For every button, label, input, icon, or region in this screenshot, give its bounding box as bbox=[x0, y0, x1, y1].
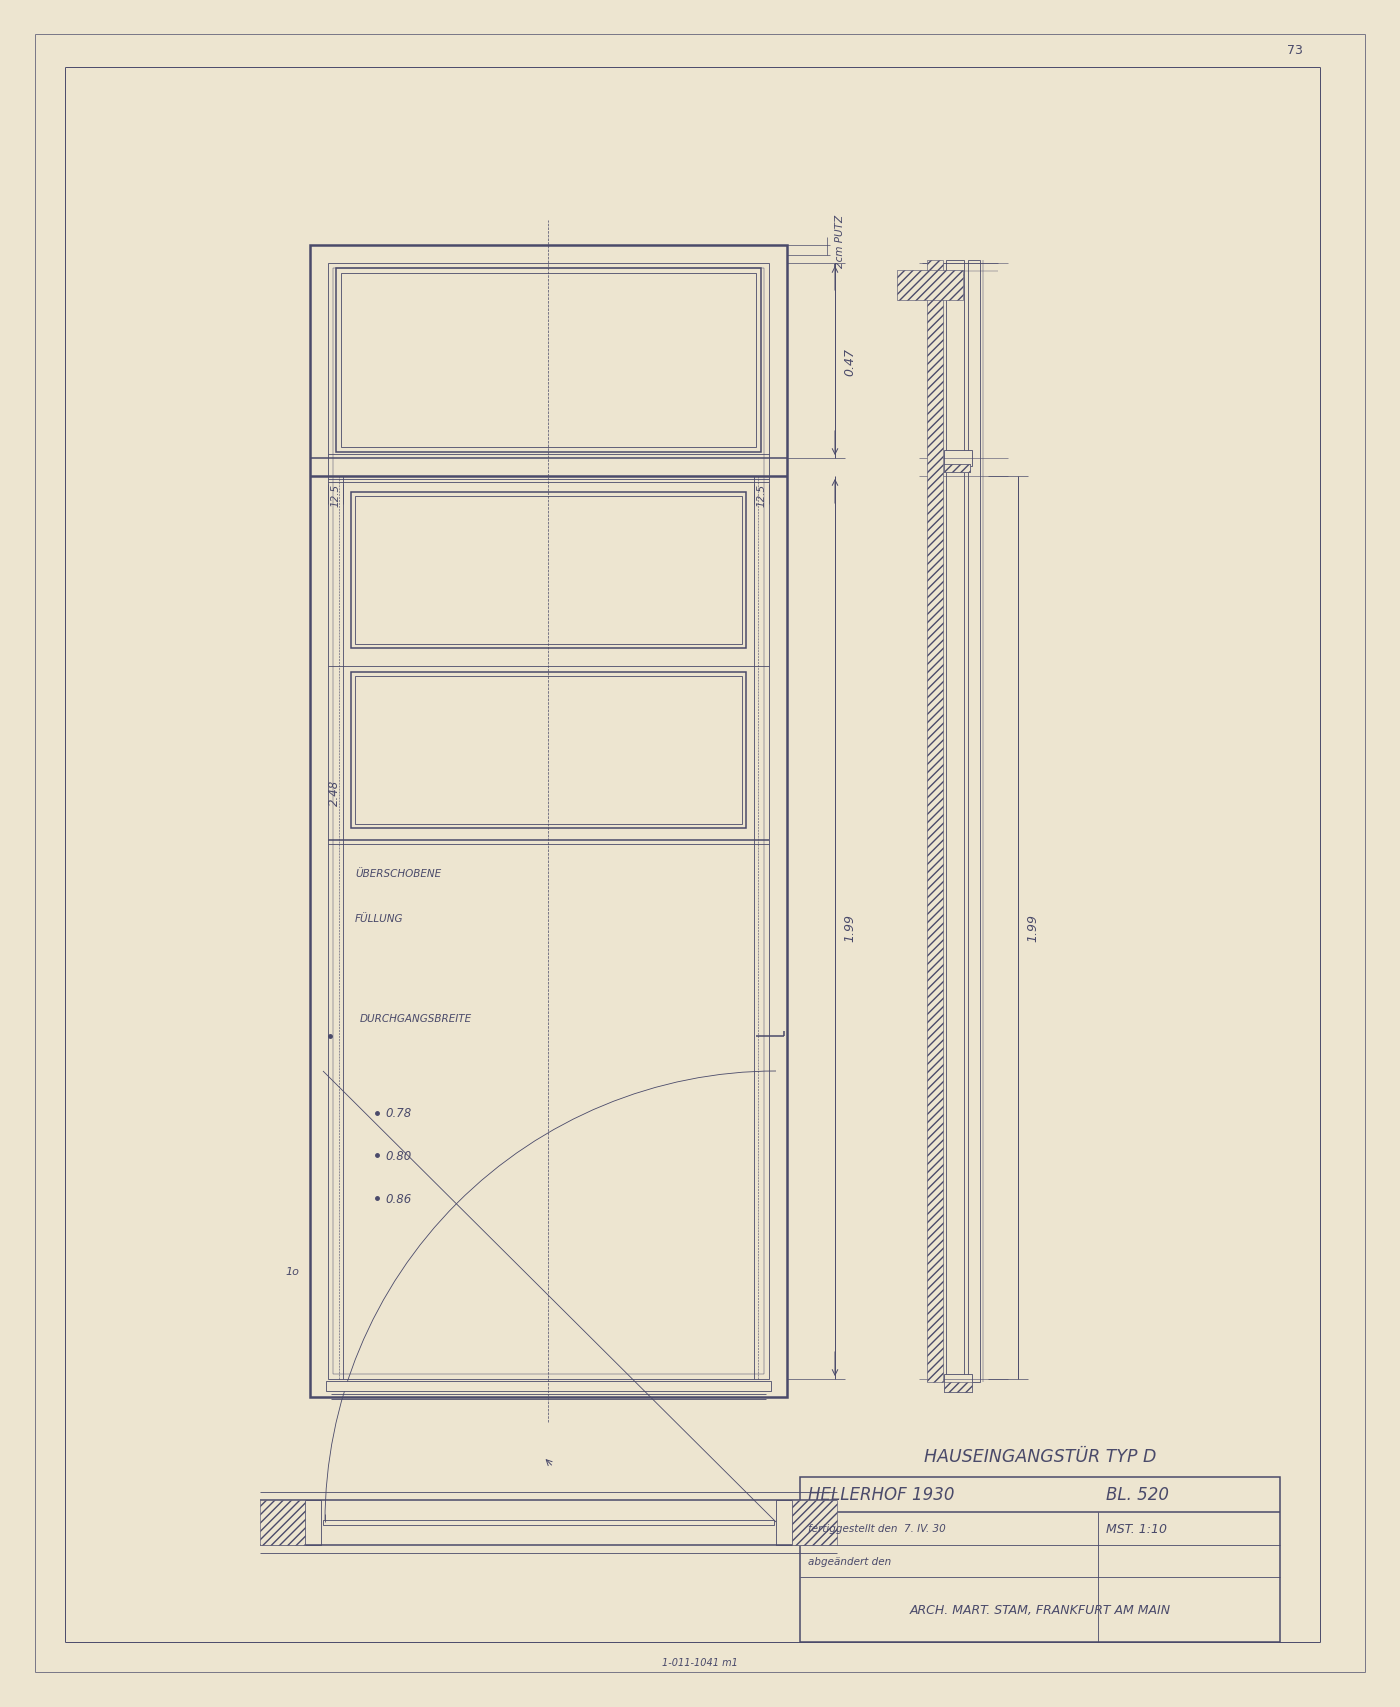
Text: ARCH. MART. STAM, FRANKFURT AM MAIN: ARCH. MART. STAM, FRANKFURT AM MAIN bbox=[910, 1603, 1170, 1617]
Bar bbox=[323, 1519, 774, 1524]
Text: 2cm PUTZ: 2cm PUTZ bbox=[834, 215, 846, 268]
Bar bbox=[799, 1477, 1280, 1642]
Bar bbox=[927, 261, 944, 1383]
Bar bbox=[309, 246, 787, 1398]
Bar bbox=[944, 451, 972, 466]
Bar bbox=[944, 1383, 972, 1393]
Text: ÜBERSCHOBENE: ÜBERSCHOBENE bbox=[356, 869, 441, 879]
Text: DURCHGANGSBREITE: DURCHGANGSBREITE bbox=[360, 1014, 472, 1022]
Bar bbox=[356, 497, 742, 645]
Text: 1.99: 1.99 bbox=[1026, 913, 1039, 942]
Bar bbox=[944, 1374, 972, 1393]
Bar bbox=[944, 464, 970, 473]
Bar bbox=[305, 1500, 321, 1545]
Bar bbox=[792, 1500, 837, 1545]
Bar bbox=[351, 673, 746, 828]
Text: BL. 520: BL. 520 bbox=[1106, 1485, 1169, 1504]
Text: 1.99: 1.99 bbox=[843, 913, 855, 942]
Text: fertiggestellt den  7. IV. 30: fertiggestellt den 7. IV. 30 bbox=[808, 1524, 946, 1533]
Bar bbox=[336, 268, 762, 452]
Text: 0.80: 0.80 bbox=[385, 1149, 412, 1162]
Text: abgeändert den: abgeändert den bbox=[808, 1557, 892, 1565]
Bar bbox=[356, 676, 742, 824]
Bar bbox=[944, 464, 970, 473]
Text: 2.48: 2.48 bbox=[328, 780, 340, 806]
Text: 0.47: 0.47 bbox=[843, 347, 855, 376]
Text: 1o: 1o bbox=[286, 1267, 300, 1275]
Bar bbox=[946, 261, 965, 1383]
Text: 12.5: 12.5 bbox=[756, 483, 766, 507]
Bar bbox=[260, 1500, 305, 1545]
Bar bbox=[326, 1381, 771, 1391]
Text: HELLERHOF 1930: HELLERHOF 1930 bbox=[808, 1485, 955, 1504]
Text: HAUSEINGANGSTÜR TYP D: HAUSEINGANGSTÜR TYP D bbox=[924, 1448, 1156, 1465]
Bar bbox=[328, 265, 769, 1379]
Text: 1-011-1041 m1: 1-011-1041 m1 bbox=[662, 1657, 738, 1668]
Text: FÜLLUNG: FÜLLUNG bbox=[356, 913, 403, 923]
Text: 12.5: 12.5 bbox=[330, 483, 340, 507]
Text: 0.86: 0.86 bbox=[385, 1191, 412, 1205]
Bar bbox=[333, 268, 764, 1374]
Text: 73: 73 bbox=[1287, 43, 1303, 56]
Bar bbox=[342, 273, 756, 447]
Text: MST. 1:10: MST. 1:10 bbox=[1106, 1523, 1166, 1535]
Bar bbox=[897, 271, 963, 300]
Bar bbox=[351, 493, 746, 649]
Bar bbox=[967, 261, 980, 1383]
Bar bbox=[776, 1500, 792, 1545]
Text: 0.78: 0.78 bbox=[385, 1106, 412, 1120]
